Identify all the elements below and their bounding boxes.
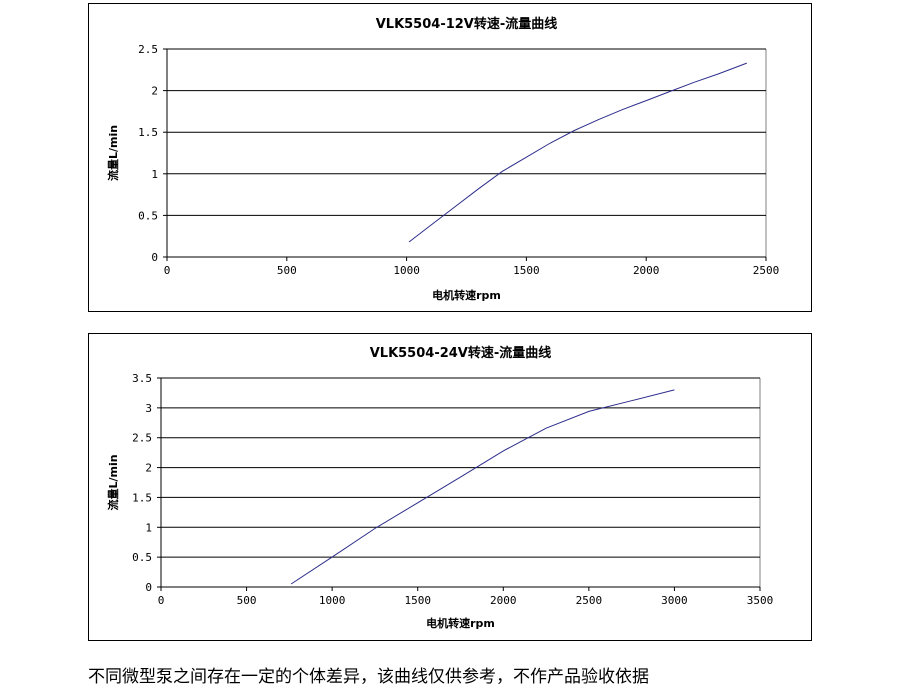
series-line <box>408 62 747 243</box>
y-tick-label: 2.5 <box>132 432 152 445</box>
x-tick-label: 3500 <box>747 594 774 607</box>
y-tick-label: 1.5 <box>132 491 152 504</box>
y-tick-label: 1.5 <box>138 126 158 139</box>
y-tick-label: 1 <box>145 521 152 534</box>
x-tick-label: 2000 <box>633 264 660 277</box>
chart-24v: VLK5504-24V转速-流量曲线 0 0.5 1 1.5 2 2.5 3 3.5 0 500 10… <box>106 345 774 630</box>
y-tick-label: 1 <box>151 168 158 181</box>
y-tick-label: 3 <box>145 402 152 415</box>
footer-disclaimer: 不同微型泵之间存在一定的个体差异，该曲线仅供参考，不作产品验收依据 <box>88 667 649 687</box>
y-tick-label: 0.5 <box>138 209 158 222</box>
x-tick-label: 1500 <box>404 594 431 607</box>
x-tick-label: 2000 <box>490 594 517 607</box>
x-tick-label: 2500 <box>753 264 780 277</box>
y-axis-title: 流量L/min <box>106 125 120 181</box>
chart-title: VLK5504-24V转速-流量曲线 <box>370 345 552 361</box>
y-tick-label: 0 <box>151 251 158 264</box>
y-tick-label: 2.5 <box>138 43 158 56</box>
x-tick-label: 3000 <box>661 594 688 607</box>
chart-panel-24v: VLK5504-24V转速-流量曲线 0 0.5 1 1.5 2 2.5 3 3.5 0 500 10… <box>88 333 812 641</box>
x-tick-label: 0 <box>158 594 165 607</box>
x-tick-label: 0 <box>164 264 171 277</box>
x-tick-label: 1500 <box>513 264 540 277</box>
chart-panel-12v: VLK5504-12V转速-流量曲线 0 0.5 1 1.5 2 2.5 0 500 1000 15… <box>88 3 812 312</box>
y-tick-label: 3.5 <box>132 372 152 385</box>
chart-title: VLK5504-12V转速-流量曲线 <box>376 16 558 32</box>
x-tick-label: 2500 <box>576 594 603 607</box>
x-axis-title: 电机转速rpm <box>432 288 501 302</box>
y-tick-label: 0.5 <box>132 551 152 564</box>
x-tick-label: 500 <box>277 264 297 277</box>
y-tick-label: 0 <box>145 581 152 594</box>
chart-12v: VLK5504-12V转速-流量曲线 0 0.5 1 1.5 2 2.5 0 500 1000 15… <box>106 16 780 302</box>
y-axis-title: 流量L/min <box>106 454 120 510</box>
x-axis-title: 电机转速rpm <box>426 616 495 630</box>
y-tick-label: 2 <box>145 462 152 475</box>
x-tick-label: 1000 <box>319 594 346 607</box>
y-tick-label: 2 <box>151 85 158 98</box>
x-tick-label: 1000 <box>393 264 420 277</box>
x-tick-label: 500 <box>237 594 257 607</box>
series-line <box>290 389 675 585</box>
